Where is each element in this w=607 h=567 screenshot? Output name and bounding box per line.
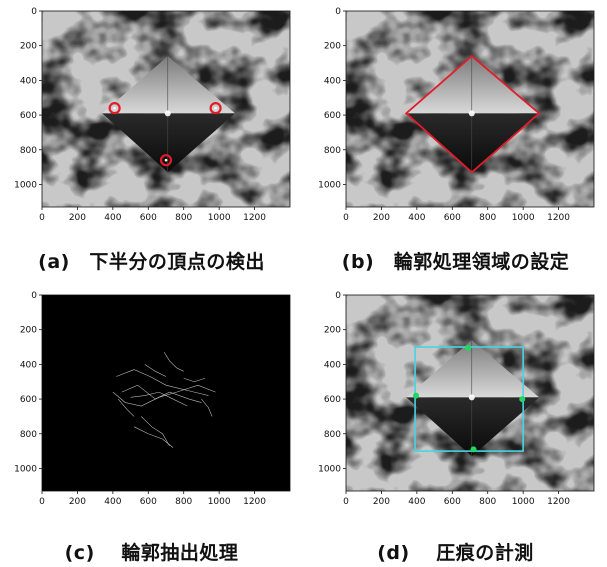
x-tick-label: 800 xyxy=(479,213,496,223)
y-tick-label: 200 xyxy=(324,326,341,336)
y-tick-label: 800 xyxy=(20,430,37,440)
indent-lower-facet xyxy=(406,397,540,457)
y-tick-label: 0 xyxy=(31,7,37,17)
plot-frame xyxy=(41,10,291,208)
vertex-marker xyxy=(108,102,121,115)
y-tick-label: 400 xyxy=(324,360,341,370)
panel-b: 0 200 400 600 800 1000 1200 0 200 400 600 800 1000 (… xyxy=(304,0,607,283)
x-tick-label: 1000 xyxy=(208,213,231,223)
y-tick-label: 200 xyxy=(324,42,341,52)
x-tick-label: 1000 xyxy=(512,213,535,223)
x-tick-label: 0 xyxy=(39,213,45,223)
x-tick-label: 200 xyxy=(373,213,390,223)
indent-lower-facet xyxy=(406,113,540,173)
plot-c: 0 200 400 600 800 1000 1200 0 200 400 600 800 1000 xyxy=(14,291,291,507)
y-tick-label: 1000 xyxy=(318,180,341,190)
y-tick-label: 400 xyxy=(20,76,37,86)
x-tick-label: 200 xyxy=(69,213,86,223)
x-tick-label: 800 xyxy=(479,497,496,507)
y-tick-label: 800 xyxy=(324,146,341,156)
y-tick-label: 800 xyxy=(324,430,341,440)
x-tick-label: 1200 xyxy=(243,497,266,507)
y-tick-label: 200 xyxy=(20,42,37,52)
panel-d: 0 200 400 600 800 1000 1200 0 200 400 600 800 1000 (… xyxy=(304,284,607,567)
x-tick-label: 800 xyxy=(175,213,192,223)
caption-d: (d) 圧痕の計測 xyxy=(377,542,534,564)
plot-frame xyxy=(345,294,595,492)
x-tick-label: 1000 xyxy=(512,497,535,507)
measure-point xyxy=(519,396,526,403)
y-tick-label: 0 xyxy=(31,291,37,301)
y-tick-label: 1000 xyxy=(14,180,37,190)
plot-frame xyxy=(345,10,595,208)
x-tick-label: 400 xyxy=(104,497,121,507)
edge-image xyxy=(42,295,290,491)
x-tick-label: 200 xyxy=(373,497,390,507)
x-tick-label: 200 xyxy=(69,497,86,507)
y-tick-label: 1000 xyxy=(14,464,37,474)
x-tick-label: 0 xyxy=(39,497,45,507)
y-tick-label: 800 xyxy=(20,146,37,156)
plot-a: 0 200 400 600 800 1000 1200 0 200 400 600 800 1000 xyxy=(14,7,291,223)
panel-a: 0 200 400 600 800 1000 1200 0 200 400 600 800 1000 (… xyxy=(0,0,303,283)
vertex-marker xyxy=(159,154,173,167)
y-tick-label: 0 xyxy=(335,7,341,17)
x-tick-label: 600 xyxy=(140,213,157,223)
vertex-center xyxy=(214,106,217,110)
y-tick-label: 600 xyxy=(20,395,37,405)
micrograph-image xyxy=(346,11,594,207)
x-tick-label: 400 xyxy=(104,213,121,223)
contour-region xyxy=(404,54,541,174)
indent-upper-facet xyxy=(406,340,540,398)
x-tick-label: 400 xyxy=(408,497,425,507)
indent-lower-facet xyxy=(102,113,236,173)
x-tick-label: 1000 xyxy=(208,497,231,507)
y-tick-label: 1000 xyxy=(318,464,341,474)
y-tick-label: 400 xyxy=(20,360,37,370)
vertex-marker xyxy=(209,102,222,115)
x-tick-label: 0 xyxy=(343,497,349,507)
y-tick-label: 400 xyxy=(324,76,341,86)
vertex-center xyxy=(164,158,168,162)
y-tick-label: 600 xyxy=(20,111,37,121)
plot-frame xyxy=(41,294,291,492)
caption-b: (b) 輪郭処理領域の設定 xyxy=(341,251,570,273)
x-tick-label: 800 xyxy=(175,497,192,507)
x-tick-label: 1200 xyxy=(243,213,266,223)
caption-a: (a) 下半分の頂点の検出 xyxy=(38,251,265,273)
plot-b: 0 200 400 600 800 1000 1200 0 200 400 600 800 1000 xyxy=(318,7,595,223)
y-tick-label: 200 xyxy=(20,326,37,336)
indent-upper-facet xyxy=(406,56,540,114)
x-tick-label: 1200 xyxy=(547,497,570,507)
y-tick-label: 600 xyxy=(324,111,341,121)
x-tick-label: 0 xyxy=(343,213,349,223)
x-tick-label: 1200 xyxy=(547,213,570,223)
x-tick-label: 600 xyxy=(140,497,157,507)
caption-c: (c) 輪郭抽出処理 xyxy=(64,542,239,564)
y-tick-label: 0 xyxy=(335,291,341,301)
x-tick-label: 600 xyxy=(444,213,461,223)
x-tick-label: 600 xyxy=(444,497,461,507)
measure-point xyxy=(470,446,477,453)
measure-point xyxy=(465,344,472,351)
plot-d: 0 200 400 600 800 1000 1200 0 200 400 600 800 1000 xyxy=(318,291,595,507)
micrograph-image xyxy=(346,295,594,491)
measure-point xyxy=(412,392,419,399)
micrograph-image xyxy=(42,11,290,207)
panel-c: 0 200 400 600 800 1000 1200 0 200 400 600 800 1000 (… xyxy=(0,284,303,567)
indent-upper-facet xyxy=(102,56,236,114)
y-tick-label: 600 xyxy=(324,395,341,405)
vertex-center xyxy=(113,106,116,110)
x-tick-label: 400 xyxy=(408,213,425,223)
